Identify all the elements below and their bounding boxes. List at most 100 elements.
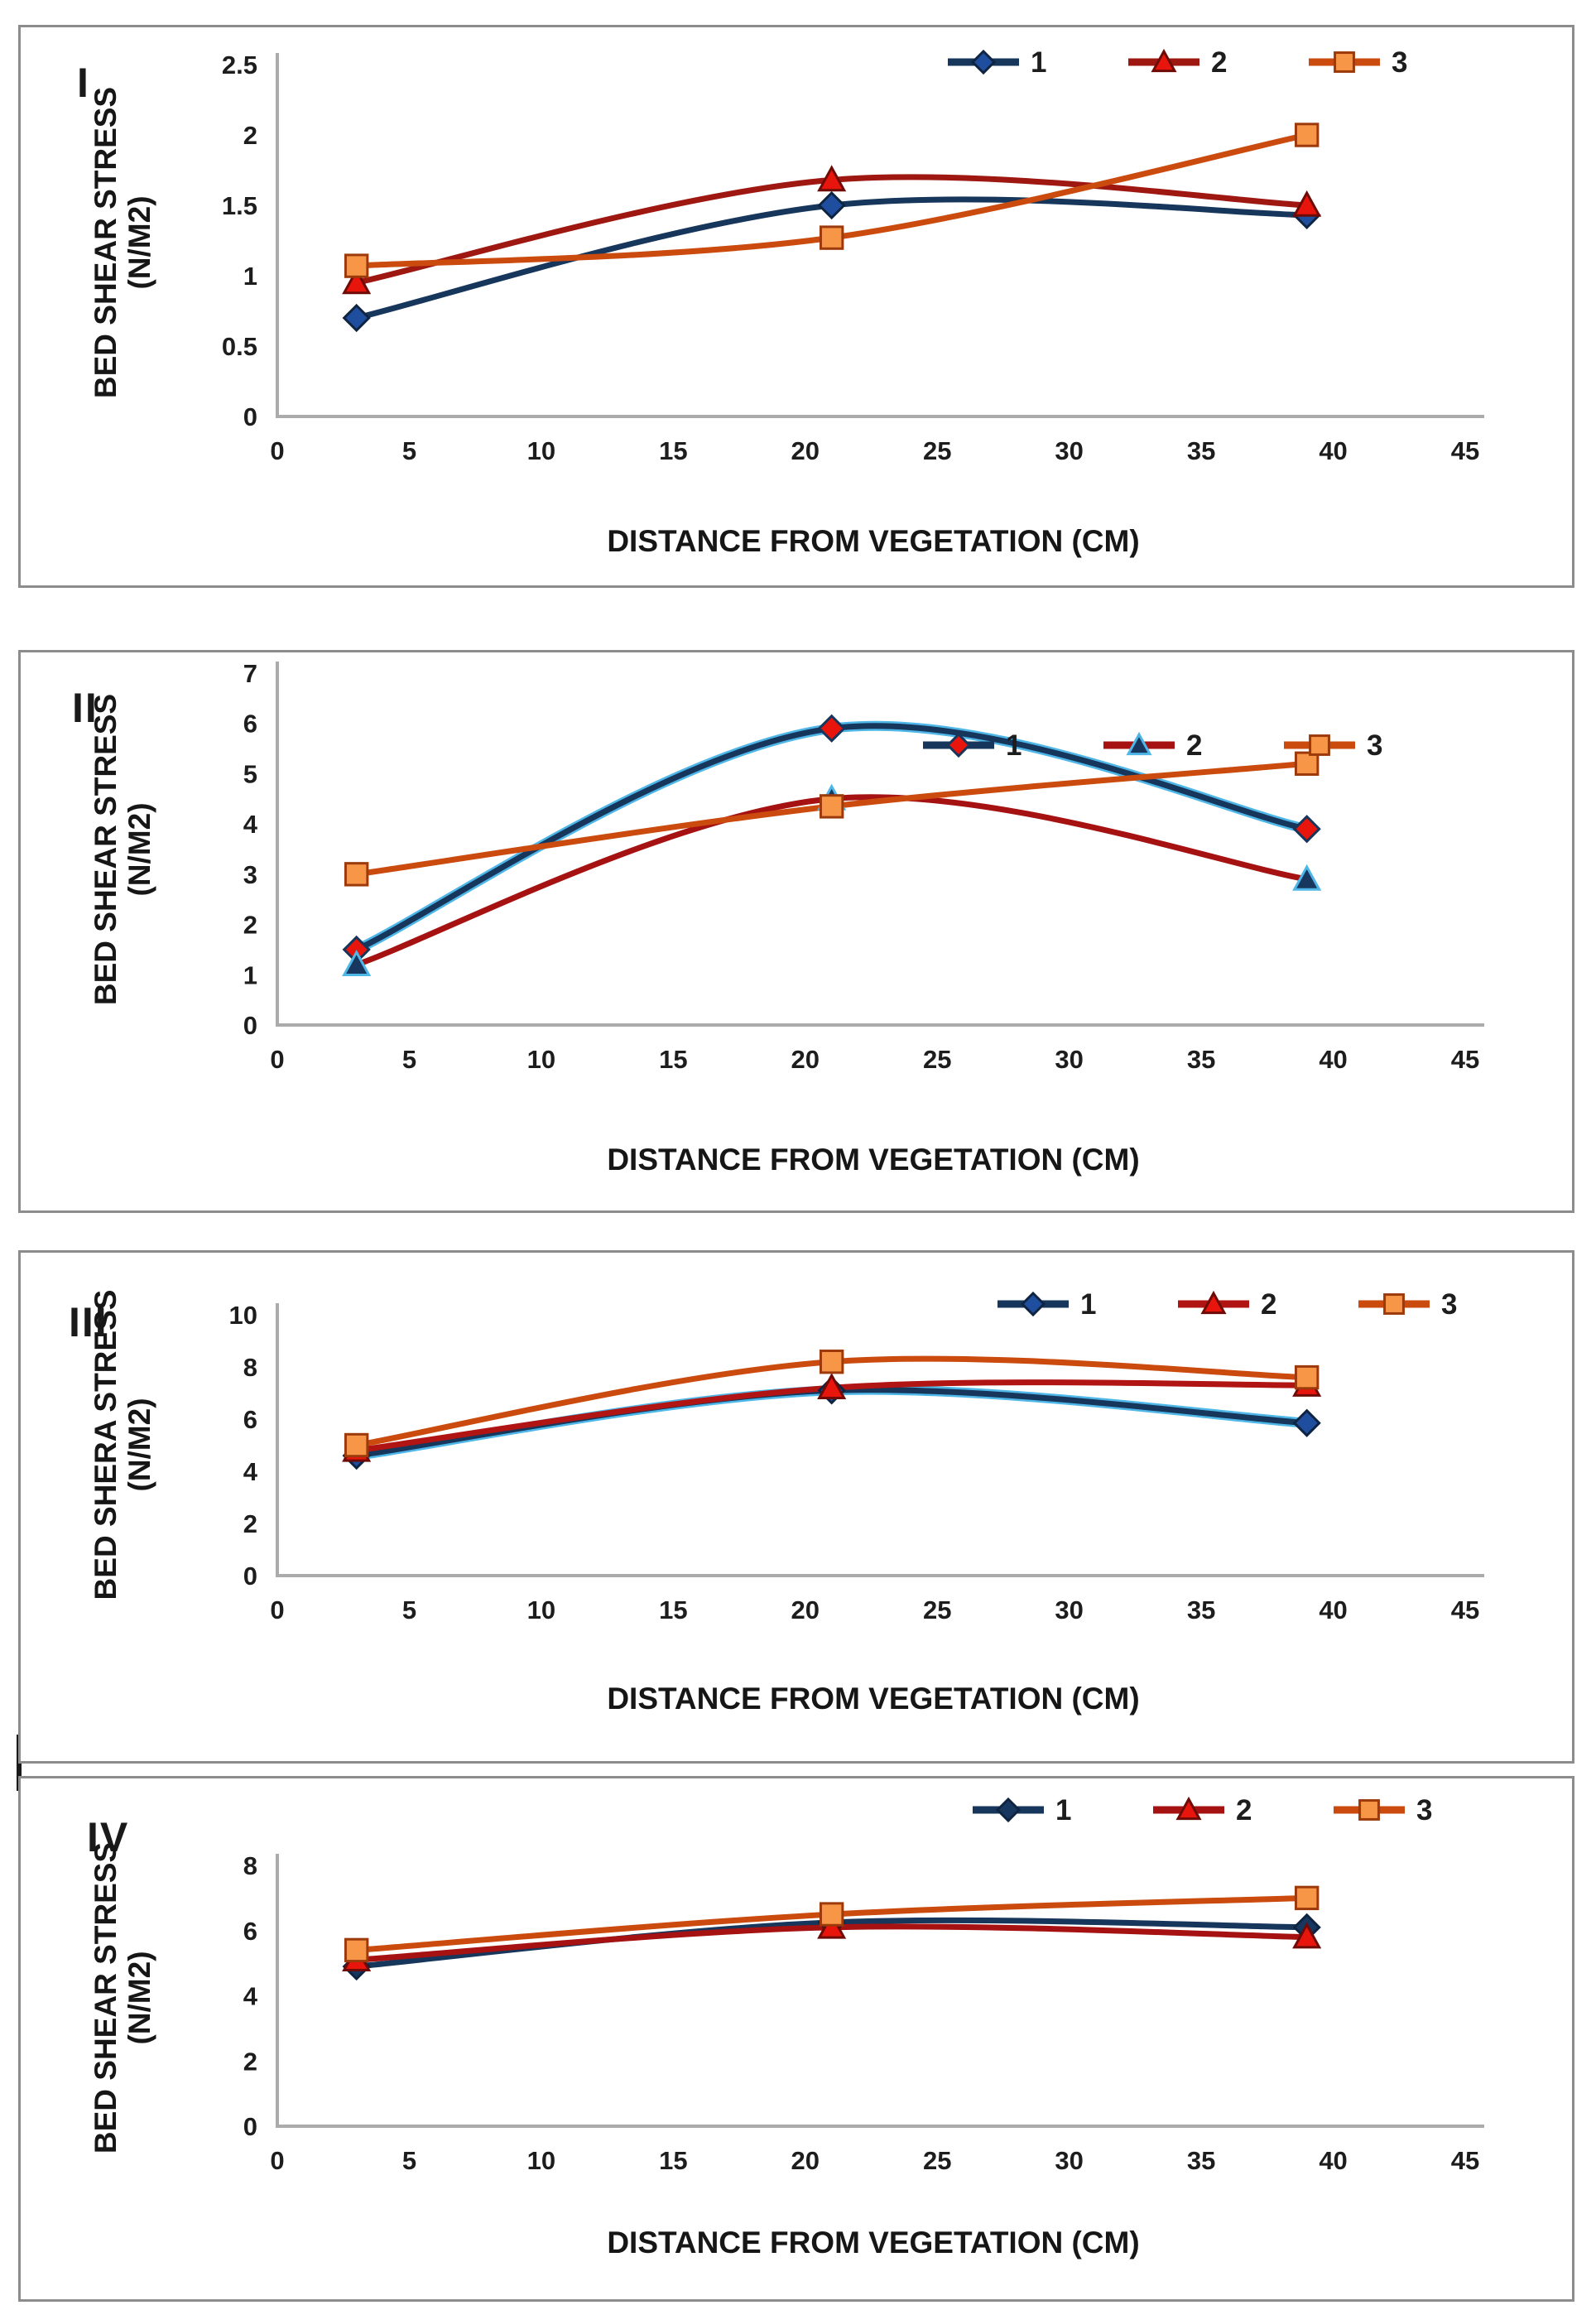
- x-tick-label: 10: [527, 1045, 555, 1074]
- x-tick-label: 25: [923, 1595, 951, 1624]
- y-tick-label: 2.5: [222, 51, 257, 79]
- series-line-2: [353, 794, 1310, 968]
- panel-III: III BED SHERA STRESS (N/M2) DISTANCE FRO…: [18, 1250, 1574, 1764]
- legend-marker-2: [1151, 48, 1177, 73]
- x-tick-label: 40: [1319, 2146, 1347, 2175]
- x-tick-label: 15: [659, 1595, 687, 1624]
- x-tick-label: 20: [791, 2146, 820, 2175]
- legend: 1 2 3: [923, 729, 1382, 762]
- legend-marker-2: [1200, 1290, 1227, 1315]
- y-tick-label: 5: [243, 759, 257, 788]
- data-point-series-1: [817, 190, 846, 220]
- x-tick-label: 25: [923, 2146, 951, 2175]
- x-tick-label: 30: [1055, 1595, 1083, 1624]
- x-tick-label: 25: [923, 436, 951, 465]
- legend-marker-2: [1126, 731, 1152, 756]
- y-tick-label: 1: [243, 960, 257, 989]
- x-tick-label: 40: [1319, 1045, 1347, 1074]
- x-tick-label: 0: [270, 2146, 284, 2175]
- y-tick-label: 7: [243, 659, 257, 688]
- data-point-series-3: [344, 862, 369, 887]
- x-tick-label: 45: [1451, 1595, 1479, 1624]
- data-point-series-2: [817, 165, 847, 192]
- x-tick-label: 5: [402, 1595, 416, 1624]
- legend-label-1: 1: [1055, 1794, 1071, 1826]
- y-tick-label: 2: [243, 1509, 257, 1538]
- y-tick-label: 4: [243, 1982, 258, 2011]
- data-point-series-3: [1294, 1364, 1320, 1390]
- legend-marker-1: [1020, 1291, 1046, 1317]
- y-tick-label: 4: [243, 810, 258, 839]
- legend: 1 2 3: [997, 1288, 1457, 1321]
- data-point-series-3: [1294, 1885, 1320, 1911]
- x-tick-label: 35: [1187, 1045, 1215, 1074]
- y-tick-label: 0: [243, 1011, 257, 1040]
- x-tick-label: 35: [1187, 436, 1215, 465]
- y-tick-label: 4: [243, 1457, 258, 1486]
- y-tick-label: 8: [243, 1353, 257, 1382]
- chart-plot-I: 0 0.5 1 1.5 2 2.5 0 5 10 15 20 25 30 35 40 45 1 2 3: [222, 46, 1484, 465]
- data-point-series-3: [819, 1350, 844, 1374]
- legend-label-3: 3: [1416, 1794, 1432, 1826]
- legend: 1 2 3: [948, 46, 1407, 79]
- x-tick-label: 45: [1451, 436, 1479, 465]
- legend-label-2: 2: [1261, 1288, 1276, 1321]
- y-tick-label: 1.5: [222, 191, 257, 220]
- y-tick-label: 2: [243, 121, 257, 150]
- legend-marker-3: [1358, 1799, 1380, 1821]
- legend-marker-1: [995, 1797, 1022, 1823]
- x-tick-label: 0: [270, 1045, 284, 1074]
- x-tick-label: 40: [1319, 1595, 1347, 1624]
- legend-label-3: 3: [1392, 46, 1407, 79]
- legend-label-1: 1: [1080, 1288, 1096, 1321]
- data-point-series-3: [344, 253, 369, 278]
- x-tick-label: 15: [659, 1045, 687, 1074]
- panel-II: II BED SHEAR STRESS (N/M2) DISTANCE FROM…: [18, 650, 1574, 1213]
- y-tick-label: 2: [243, 911, 257, 940]
- data-point-series-2: [342, 267, 372, 295]
- x-tick-label: 20: [791, 436, 820, 465]
- data-point-series-2: [342, 950, 372, 976]
- panel-roman-numeral: II: [72, 685, 99, 731]
- x-tick-label: 0: [270, 1595, 284, 1624]
- x-tick-label: 35: [1187, 2146, 1215, 2175]
- x-tick-label: 25: [923, 1045, 951, 1074]
- data-point-series-3: [819, 794, 844, 819]
- x-tick-label: 5: [402, 1045, 416, 1074]
- legend-label-3: 3: [1441, 1288, 1457, 1321]
- x-axis-title: DISTANCE FROM VEGETATION (CM): [607, 2226, 1140, 2259]
- x-tick-label: 10: [527, 436, 555, 465]
- x-tick-label: 45: [1451, 2146, 1479, 2175]
- x-tick-label: 40: [1319, 436, 1347, 465]
- y-tick-label: 10: [229, 1301, 257, 1330]
- data-point-series-1: [817, 714, 846, 743]
- data-point-series-3: [819, 225, 844, 250]
- x-tick-label: 15: [659, 436, 687, 465]
- data-point-series-3: [819, 1902, 844, 1927]
- x-tick-label: 20: [791, 1595, 820, 1624]
- y-tick-label: 6: [243, 1917, 257, 1946]
- x-tick-label: 0: [270, 436, 284, 465]
- x-tick-label: 10: [527, 2146, 555, 2175]
- data-point-series-2: [1292, 864, 1322, 891]
- x-axis-title: DISTANCE FROM VEGETATION (CM): [607, 1143, 1140, 1177]
- data-point-series-3: [1294, 751, 1320, 776]
- data-point-series-3: [344, 1937, 369, 1963]
- y-tick-label: 6: [243, 710, 257, 739]
- legend-marker-3: [1383, 1293, 1405, 1315]
- data-point-series-1: [1292, 815, 1321, 844]
- panel-roman-numeral: I: [77, 60, 90, 106]
- legend-label-1: 1: [1031, 46, 1046, 79]
- x-axis-title: DISTANCE FROM VEGETATION (CM): [607, 1682, 1140, 1716]
- x-tick-label: 30: [1055, 436, 1083, 465]
- chart-plot-IV: 0 2 4 6 8 0 5 10 15 20 25 30 35 40 45 1 2 3: [243, 1794, 1484, 2175]
- legend-marker-1: [970, 49, 997, 75]
- data-point-series-2: [817, 1373, 847, 1399]
- panel-I: I BED SHEAR STRESS (N/M2) DISTANCE FROM …: [18, 25, 1574, 588]
- y-tick-label: 1: [243, 262, 257, 291]
- x-tick-label: 35: [1187, 1595, 1215, 1624]
- legend-label-2: 2: [1186, 729, 1202, 762]
- data-point-series-2: [1292, 190, 1322, 217]
- legend-label-3: 3: [1367, 729, 1382, 762]
